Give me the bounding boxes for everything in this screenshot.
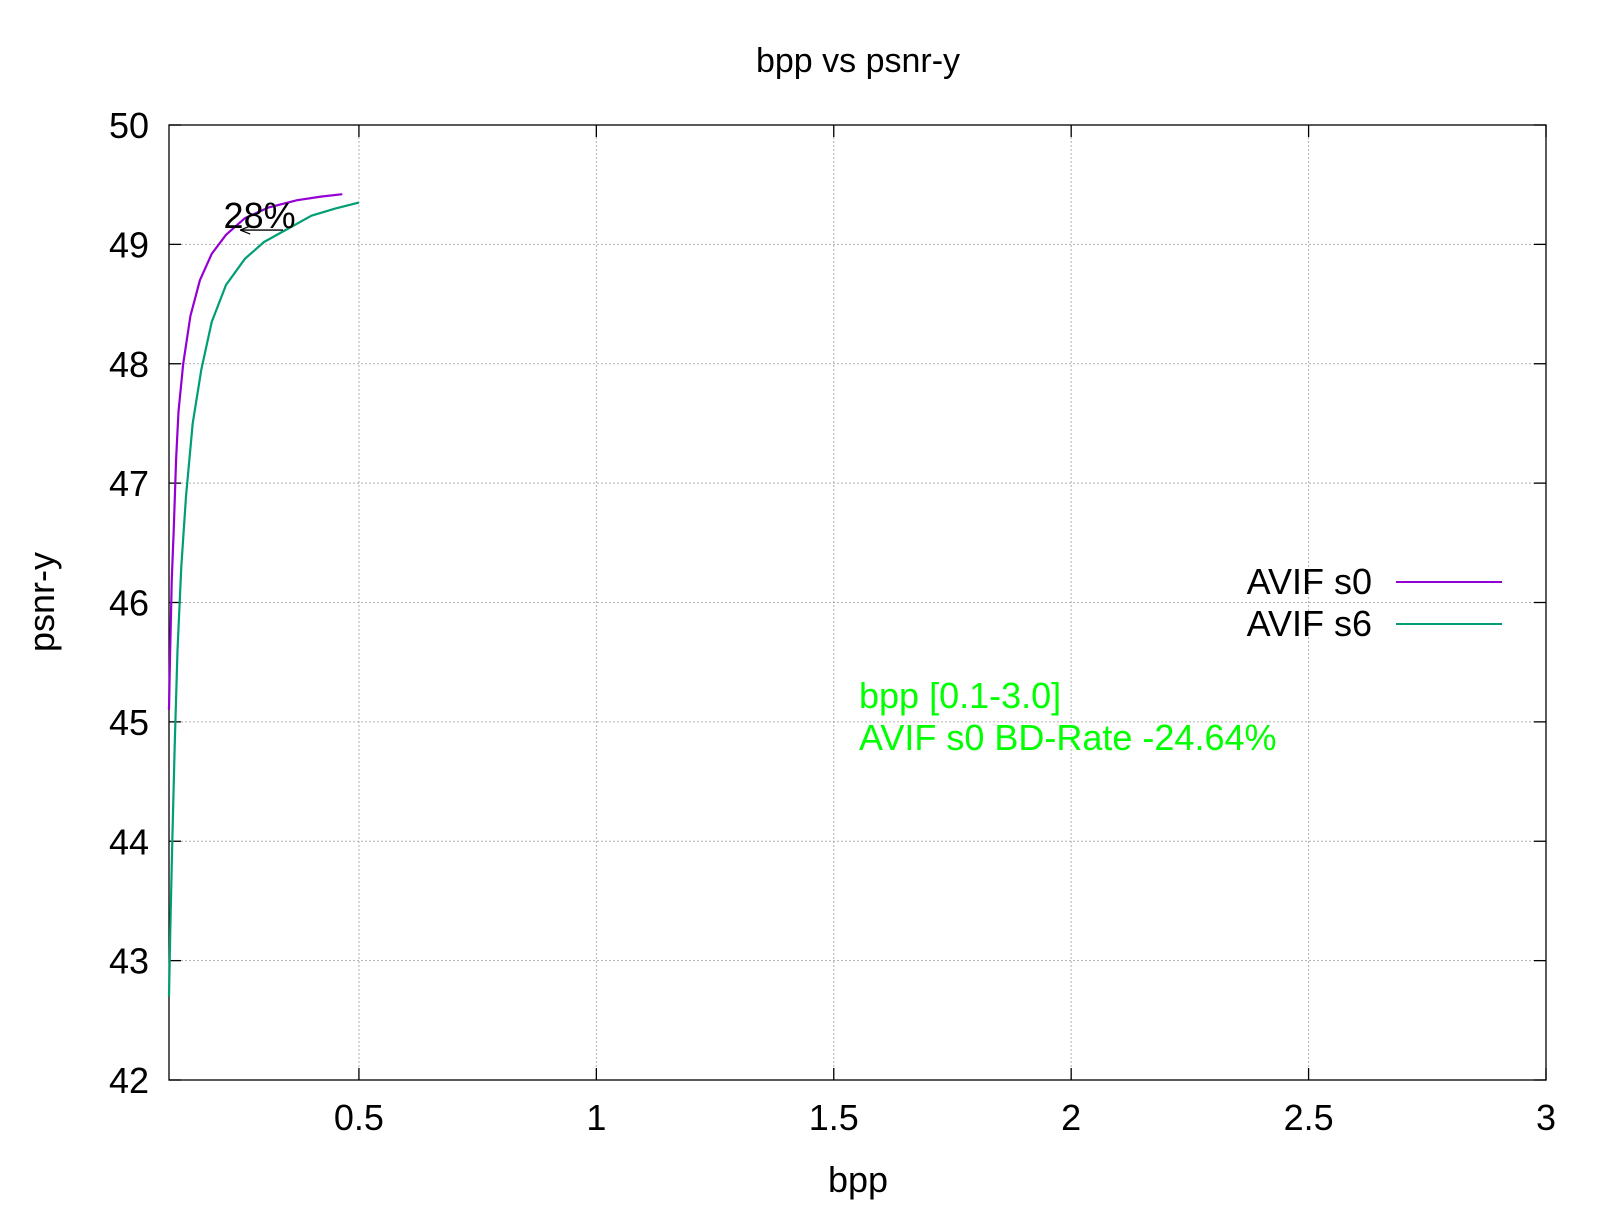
series-line-avif-s6 [167,201,360,997]
arrow-head [239,225,251,235]
x-tick-label: 1.5 [809,1097,859,1138]
grid-lines [169,125,1546,1080]
y-tick-label: 48 [109,344,149,385]
bd-rate-annotation: bpp [0.1-3.0] AVIF s0 BD-Rate -24.64% [859,675,1277,758]
axis-ticks: 0.5 1 1.5 2 2.5 3 42 43 44 45 46 47 48 49 50 [109,105,1556,1138]
x-tick-label: 2 [1061,1097,1081,1138]
y-tick-label: 49 [109,224,149,265]
y-tick-label: 43 [109,941,149,982]
x-axis-label: bpp [828,1159,888,1200]
bd-rate-value-label: AVIF s0 BD-Rate -24.64% [859,717,1277,758]
x-tick-label: 3 [1536,1097,1556,1138]
x-tick-label: 2.5 [1284,1097,1334,1138]
y-tick-label: 44 [109,821,149,862]
bd-rate-range-label: bpp [0.1-3.0] [859,675,1061,716]
arrow-label: 28% [224,195,296,236]
x-tick-label: 1 [586,1097,606,1138]
y-tick-label: 46 [109,583,149,624]
y-tick-label: 45 [109,702,149,743]
legend-label-avif-s0: AVIF s0 [1247,561,1372,602]
series-line-avif-s0 [167,193,343,710]
legend: AVIF s0 AVIF s6 [1247,561,1502,644]
series-lines [167,193,360,997]
y-tick-label: 50 [109,105,149,146]
annotations: 28% [224,195,296,236]
y-axis-label: psnr-y [21,552,62,652]
y-tick-label: 42 [109,1060,149,1101]
y-tick-label: 47 [109,463,149,504]
chart-title: bpp vs psnr-y [756,42,960,80]
x-tick-label: 0.5 [334,1097,384,1138]
legend-label-avif-s6: AVIF s6 [1247,603,1372,644]
